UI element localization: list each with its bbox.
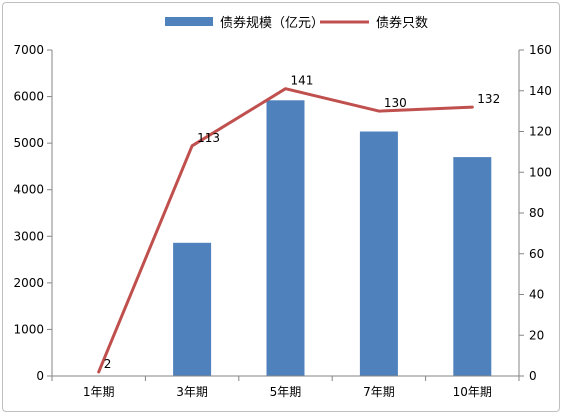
bar bbox=[266, 100, 305, 377]
data-label: 130 bbox=[384, 96, 407, 110]
x-tick-label: 5年期 bbox=[270, 385, 302, 399]
legend-bar-label: 债券规模（亿元） bbox=[220, 15, 324, 31]
legend-bar-swatch bbox=[165, 17, 213, 26]
data-label: 141 bbox=[291, 74, 314, 88]
data-label: 132 bbox=[477, 92, 500, 106]
bar bbox=[173, 242, 212, 376]
x-tick-label: 10年期 bbox=[453, 385, 492, 399]
axes: 0 1000 2000 3000 4000 5000 6000 7000 0 20 40 60 80 10… bbox=[13, 43, 551, 399]
right-tick-label: 40 bbox=[529, 288, 544, 302]
series-line bbox=[97, 87, 474, 374]
right-tick-label: 0 bbox=[529, 369, 537, 383]
x-tick-label: 1年期 bbox=[83, 385, 115, 399]
data-label: 113 bbox=[197, 131, 220, 145]
x-tick-label: 3年期 bbox=[176, 385, 208, 399]
left-tick-label: 5000 bbox=[13, 136, 44, 150]
left-tick-label: 0 bbox=[36, 369, 44, 383]
bar-series bbox=[173, 100, 492, 377]
left-tick-label: 2000 bbox=[13, 276, 44, 290]
right-tick-label: 20 bbox=[529, 328, 544, 342]
left-tick-label: 3000 bbox=[13, 229, 44, 243]
right-tick-label: 160 bbox=[529, 43, 552, 57]
right-tick-label: 80 bbox=[529, 206, 544, 220]
right-tick-label: 60 bbox=[529, 247, 544, 261]
right-tick-label: 140 bbox=[529, 84, 552, 98]
line-series: 2 113 141 130 132 bbox=[97, 74, 500, 374]
left-tick-label: 7000 bbox=[13, 43, 44, 57]
left-tick-label: 1000 bbox=[13, 322, 44, 336]
right-tick-label: 100 bbox=[529, 165, 552, 179]
right-tick-label: 120 bbox=[529, 125, 552, 139]
legend-line-label: 债券只数 bbox=[376, 15, 428, 31]
data-label: 2 bbox=[104, 357, 112, 371]
left-tick-label: 4000 bbox=[13, 183, 44, 197]
legend: 债券规模（亿元） 债券只数 bbox=[165, 15, 428, 31]
left-tick-label: 6000 bbox=[13, 90, 44, 104]
x-tick-label: 7年期 bbox=[363, 385, 395, 399]
bar bbox=[359, 131, 398, 376]
bar bbox=[453, 157, 492, 376]
